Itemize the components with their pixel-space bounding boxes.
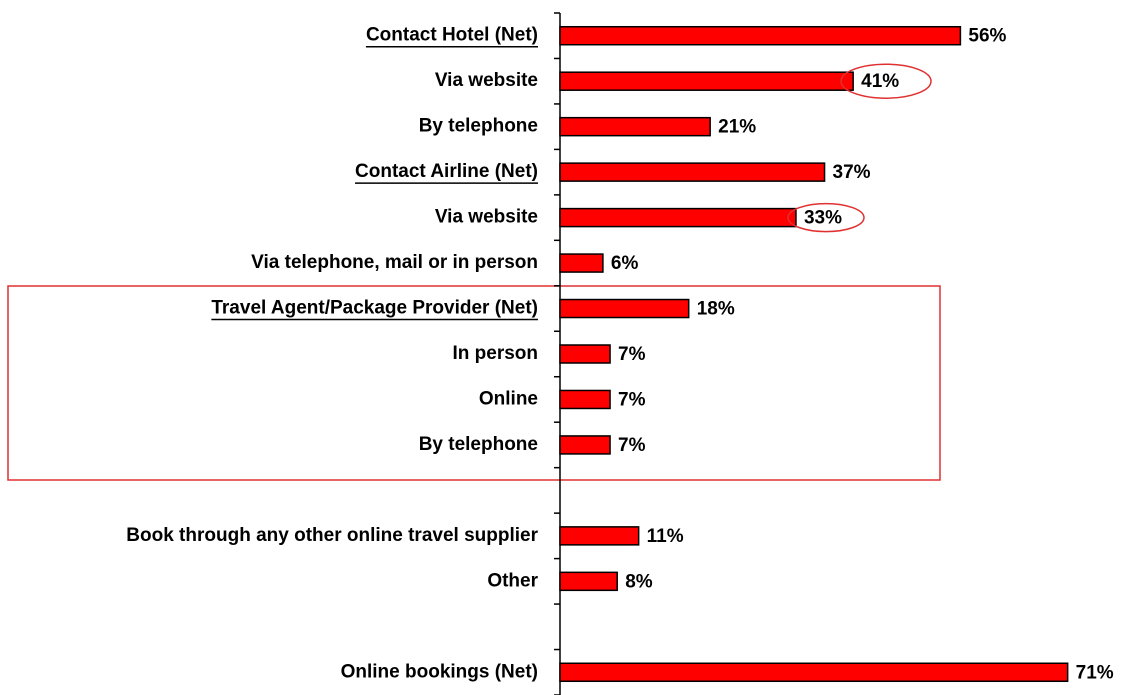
category-label: In person xyxy=(452,343,538,364)
category-label: By telephone xyxy=(419,116,538,137)
bar xyxy=(559,116,711,137)
category-label: Other xyxy=(487,570,538,591)
value-label: 8% xyxy=(625,571,653,592)
value-label: 11% xyxy=(647,526,684,547)
category-label: Online bookings (Net) xyxy=(341,661,538,682)
bar xyxy=(559,253,604,273)
group-highlight-box xyxy=(7,285,941,481)
bar xyxy=(559,207,797,228)
value-label: 37% xyxy=(833,162,871,183)
category-label: Via website xyxy=(435,70,538,91)
bar xyxy=(559,25,962,46)
category-label: Contact Airline (Net) xyxy=(355,161,538,182)
value-label: 33% xyxy=(804,208,842,229)
bar xyxy=(559,344,611,364)
category-label: By telephone xyxy=(419,434,538,455)
bar xyxy=(559,662,1069,683)
value-label: 18% xyxy=(697,299,735,320)
category-label: Online xyxy=(479,388,538,409)
value-label: 21% xyxy=(718,117,756,138)
category-label: Book through any other online travel sup… xyxy=(126,525,538,546)
value-label: 7% xyxy=(618,389,646,410)
category-label: Travel Agent/Package Provider (Net) xyxy=(211,298,538,319)
category-label: Via telephone, mail or in person xyxy=(251,252,538,273)
category-label: Via website xyxy=(435,207,538,228)
value-label: 71% xyxy=(1076,662,1114,683)
bar xyxy=(559,526,640,546)
highlight-ellipse xyxy=(787,202,865,233)
highlight-ellipse xyxy=(840,63,932,99)
bar xyxy=(559,435,611,455)
bar xyxy=(559,571,618,592)
bar xyxy=(559,298,690,319)
category-label: Contact Hotel (Net) xyxy=(366,25,538,46)
value-label: 7% xyxy=(618,435,646,456)
bar xyxy=(559,162,826,182)
value-label: 41% xyxy=(861,71,899,92)
value-label: 7% xyxy=(618,344,646,365)
value-label: 56% xyxy=(968,26,1006,47)
bar xyxy=(559,389,611,410)
bar xyxy=(559,71,854,91)
value-label: 6% xyxy=(611,253,639,274)
